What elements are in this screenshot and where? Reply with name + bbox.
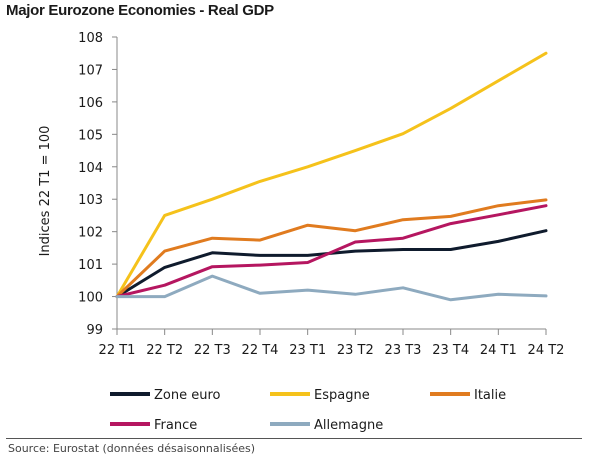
- y-axis-title: Indices 22 T1 = 100: [38, 126, 53, 257]
- y-tick-label: 108: [78, 31, 103, 46]
- x-tick-label: 22 T1: [99, 343, 136, 358]
- source-note: Source: Eurostat (données désaisonnalisé…: [8, 442, 256, 455]
- x-tick-label: 23 T2: [337, 343, 374, 358]
- legend-label-allemagne: Allemagne: [314, 418, 383, 433]
- series-line-espagne: [115, 51, 548, 299]
- series-line-italie: [115, 198, 548, 299]
- x-tick-label: 24 T1: [480, 343, 517, 358]
- series-line-zone-euro: [115, 229, 548, 299]
- legend-label-italie: Italie: [474, 388, 506, 403]
- series-layer: [115, 51, 548, 302]
- y-tick-label: 102: [78, 226, 103, 241]
- source-divider: [6, 438, 582, 439]
- y-tick-label: 104: [78, 161, 103, 176]
- chart-title: Major Eurozone Economies - Real GDP: [6, 2, 274, 19]
- legend-label-espagne: Espagne: [314, 388, 370, 403]
- legend-label-france: France: [154, 418, 197, 433]
- y-tick-label: 105: [78, 128, 103, 143]
- y-tick-label: 101: [78, 258, 103, 273]
- y-tick-label: 107: [78, 63, 103, 78]
- series-line-allemagne: [115, 274, 548, 302]
- x-tick-label: 22 T4: [242, 343, 279, 358]
- x-tick-label: 22 T3: [194, 343, 231, 358]
- legend: Zone euro Espagne Italie France Allemagne: [110, 388, 506, 433]
- axes: 99 100 101 102 103 104 105 106 107 108 22 T1 22 T2 2…: [78, 31, 564, 358]
- x-tick-label: 23 T3: [385, 343, 422, 358]
- x-tick-label: 23 T4: [432, 343, 469, 358]
- y-tick-label: 103: [78, 193, 103, 208]
- x-tick-label: 24 T2: [528, 343, 565, 358]
- y-tick-label: 106: [78, 96, 103, 111]
- x-tick-label: 23 T1: [289, 343, 326, 358]
- y-tick-label: 100: [78, 291, 103, 306]
- x-tick-label: 22 T2: [146, 343, 183, 358]
- series-line-france: [115, 204, 548, 299]
- legend-label-zone-euro: Zone euro: [154, 388, 221, 403]
- y-tick-label: 99: [86, 323, 103, 338]
